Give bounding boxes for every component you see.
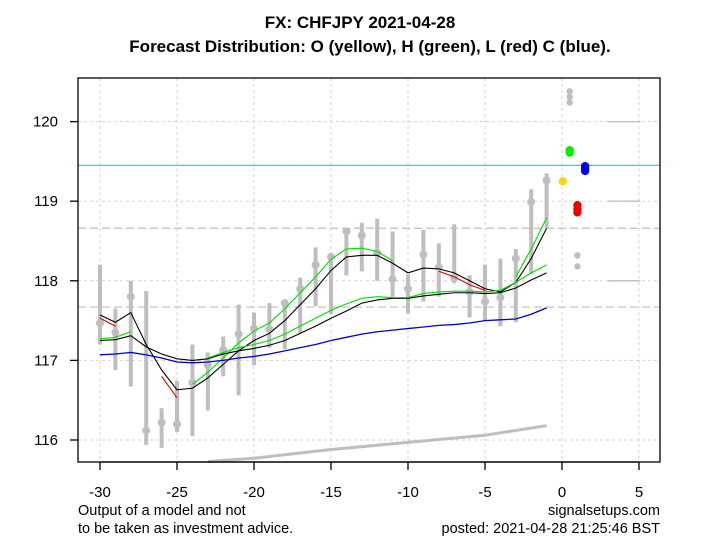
close-dot (126, 292, 135, 301)
forecast-gray-upper-point (566, 93, 573, 101)
forecast-gray-upper-point (566, 99, 573, 106)
disclaimer-line-2: to be taken as investment advice. (78, 521, 293, 537)
close-dot (481, 297, 489, 306)
close-dot (173, 420, 181, 429)
close-dot (388, 275, 397, 284)
x-tick-label: -30 (89, 484, 111, 501)
x-tick-label: -15 (320, 484, 342, 501)
series-blue (99, 307, 547, 364)
x-tick-label: -20 (243, 484, 265, 501)
close-dot (404, 284, 412, 293)
close-dot (111, 328, 120, 337)
forecast-open-point (558, 177, 567, 186)
close-dot (357, 231, 366, 240)
forecast-points (558, 88, 590, 270)
x-tick-label: -10 (397, 484, 419, 501)
close-dot (511, 254, 520, 263)
series-fast-upper (99, 228, 548, 391)
y-tick-label: 119 (34, 193, 58, 210)
forecast-high-point (565, 148, 574, 157)
close-dot (311, 260, 320, 269)
close-dot (527, 197, 536, 206)
range-bars (96, 173, 551, 448)
series-slow-green (99, 331, 131, 340)
forecast-low-point (573, 208, 582, 217)
plot-frame (77, 77, 661, 463)
disclaimer-line-1: Output of a model and not (78, 503, 246, 519)
series-slow-green (207, 264, 547, 359)
x-axis: -30 -25 -20 -15 -10 -5 0 5 (89, 461, 643, 501)
y-tick-label: 118 (34, 273, 58, 290)
close-dot (419, 250, 428, 259)
chart-subtitle: Forecast Distribution: O (yellow), H (gr… (129, 37, 610, 56)
grid (78, 78, 660, 462)
close-dot (265, 325, 274, 334)
series-fast-upper-green (515, 217, 548, 278)
close-dot (280, 299, 289, 308)
close-dot (250, 324, 258, 333)
x-tick-label: -5 (478, 484, 491, 501)
x-tick-label: 0 (558, 484, 566, 501)
close-dot (234, 330, 243, 339)
close-dot (188, 378, 197, 387)
series-fast-upper-green (192, 247, 393, 385)
forecast-gray-lower-point (574, 252, 581, 259)
forecast-close-point (580, 166, 590, 176)
series-slow-black (99, 272, 547, 361)
series-fast-upper-red (161, 375, 178, 399)
close-dot (542, 176, 551, 185)
y-tick-label: 117 (34, 352, 58, 369)
forecast-gray-lower-point (574, 263, 581, 270)
close-dot (465, 287, 474, 296)
x-tick-label: 5 (635, 484, 643, 501)
series-lines (99, 217, 548, 463)
close-dot (296, 284, 305, 293)
close-dot (327, 252, 335, 261)
posted-timestamp: posted: 2021-04-28 21:25:46 BST (442, 521, 661, 537)
site-credit: signalsetups.com (548, 503, 660, 519)
y-tick-label: 116 (34, 432, 58, 449)
close-dot (142, 426, 151, 435)
chart-title: FX: CHFJPY 2021-04-28 (265, 13, 456, 32)
forecast-gray-upper-point (566, 88, 573, 95)
y-tick-label: 120 (33, 114, 58, 131)
reference-lines (78, 120, 660, 308)
series-trend (207, 424, 547, 463)
y-axis: 116 117 118 119 120 (33, 114, 78, 449)
close-dot (496, 293, 505, 302)
close-dot (342, 227, 351, 236)
close-dot (203, 361, 212, 370)
close-dot (157, 418, 166, 427)
x-tick-label: -25 (166, 484, 188, 501)
series-fast-upper-red (438, 270, 486, 291)
series-fast-upper-red (99, 317, 116, 327)
close-dot (96, 318, 104, 327)
